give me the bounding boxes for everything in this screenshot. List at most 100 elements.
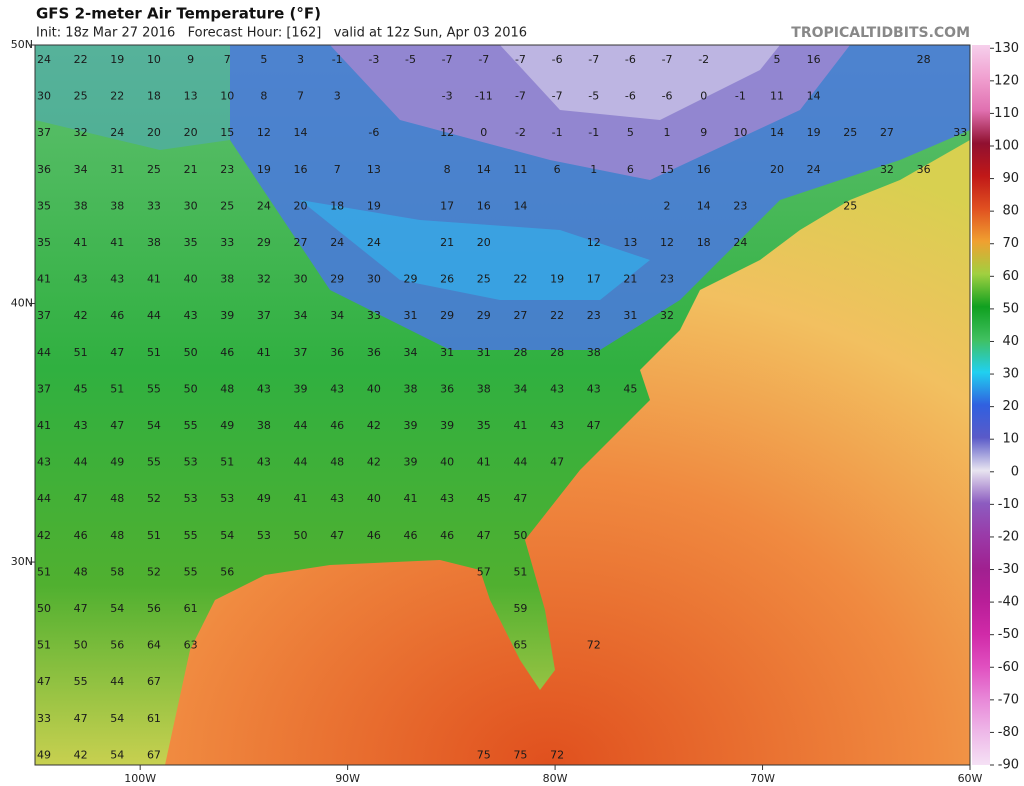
- temperature: 29: [404, 273, 418, 286]
- temperature: 3: [334, 90, 341, 103]
- temperature: 36: [37, 163, 51, 176]
- temperature: 27: [294, 236, 308, 249]
- temperature: 34: [330, 309, 344, 322]
- temperature: 22: [550, 309, 564, 322]
- temperature: 39: [220, 309, 234, 322]
- temperature: 25: [843, 126, 857, 139]
- temperature: 28: [513, 346, 527, 359]
- temperature: 51: [147, 346, 161, 359]
- temperature: 14: [294, 126, 308, 139]
- temperature-labels: 24 22 19 10 9 7 5 3 -1 -3 -5 -7 -7 -7 -6 -7 -6 -7 -2 5 16 283…: [37, 53, 967, 761]
- temperature: 21: [623, 273, 637, 286]
- temperature: 20: [147, 126, 161, 139]
- temperature: 43: [257, 456, 271, 469]
- temperature: 38: [220, 273, 234, 286]
- colorbar-tick-label: -60: [998, 660, 1019, 675]
- temperature: 48: [74, 565, 88, 578]
- temperature: 32: [880, 163, 894, 176]
- temperature: 50: [184, 346, 198, 359]
- temperature: 22: [74, 53, 88, 66]
- colorbar-tick-label: -10: [998, 497, 1019, 512]
- temperature: 11: [770, 90, 784, 103]
- temperature: -5: [405, 53, 416, 66]
- temperature: 23: [733, 199, 747, 212]
- temperature: 56: [220, 565, 234, 578]
- temperature: 65: [513, 639, 527, 652]
- colorbar-tick-label: 110: [994, 106, 1019, 121]
- temperature: -3: [368, 53, 379, 66]
- temperature: 43: [37, 456, 51, 469]
- temperature: 55: [184, 419, 198, 432]
- temperature: 48: [110, 529, 124, 542]
- temperature: 36: [367, 346, 381, 359]
- colorbar-tick-label: 100: [994, 138, 1019, 153]
- temperature: 75: [477, 748, 491, 761]
- temperature: 47: [330, 529, 344, 542]
- temperature: 41: [257, 346, 271, 359]
- colorbar-tick-label: 30: [1002, 367, 1019, 382]
- temperature: 55: [184, 529, 198, 542]
- map-frame: [34, 44, 971, 766]
- temperature: 46: [220, 346, 234, 359]
- temperature: 55: [74, 675, 88, 688]
- colorbar-tick-label: -80: [998, 725, 1019, 740]
- temperature: 58: [110, 565, 124, 578]
- temperature: 42: [367, 456, 381, 469]
- temperature: 42: [74, 309, 88, 322]
- temperature: 29: [440, 309, 454, 322]
- temperature: 30: [367, 273, 381, 286]
- temperature: 23: [220, 163, 234, 176]
- temperature: 41: [513, 419, 527, 432]
- temperature: 44: [513, 456, 527, 469]
- temperature: 39: [294, 382, 308, 395]
- temperature: 47: [110, 419, 124, 432]
- temperature: 16: [294, 163, 308, 176]
- temperature: 44: [294, 456, 308, 469]
- temperature: 18: [697, 236, 711, 249]
- temperature: 59: [513, 602, 527, 615]
- temperature: 36: [440, 382, 454, 395]
- temperature: 13: [184, 90, 198, 103]
- temperature: 57: [477, 565, 491, 578]
- temperature: -6: [625, 90, 636, 103]
- temperature: -2: [698, 53, 709, 66]
- temperature: 1: [664, 126, 671, 139]
- temperature: 25: [843, 199, 857, 212]
- colorbar-tick-label: 50: [1002, 301, 1019, 316]
- colorbar-tick-label: 10: [1002, 432, 1019, 447]
- temperature: 45: [74, 382, 88, 395]
- temperature: 10: [220, 90, 234, 103]
- temperature: 34: [404, 346, 418, 359]
- temperature: 6: [554, 163, 561, 176]
- temperature: 49: [110, 456, 124, 469]
- temperature: 51: [37, 639, 51, 652]
- colorbar-tick-label: 0: [1011, 464, 1019, 479]
- temperature: -2: [515, 126, 526, 139]
- temperature: 23: [587, 309, 601, 322]
- temperature: -3: [442, 90, 453, 103]
- temperature: 51: [110, 382, 124, 395]
- temperature: 12: [587, 236, 601, 249]
- temperature: 31: [110, 163, 124, 176]
- temperature: 14: [807, 90, 821, 103]
- temperature: 27: [513, 309, 527, 322]
- temperature: 50: [513, 529, 527, 542]
- temperature: 43: [330, 492, 344, 505]
- temperature: 35: [37, 199, 51, 212]
- temperature: 38: [477, 382, 491, 395]
- temperature: -1: [552, 126, 563, 139]
- temperature: 39: [404, 419, 418, 432]
- temperature: 24: [733, 236, 747, 249]
- temperature: 43: [440, 492, 454, 505]
- temperature: -1: [332, 53, 343, 66]
- temperature: 49: [220, 419, 234, 432]
- temperature: 51: [37, 565, 51, 578]
- temperature: 38: [110, 199, 124, 212]
- temperature: 47: [550, 456, 564, 469]
- temperature: 19: [807, 126, 821, 139]
- temperature: 11: [513, 163, 527, 176]
- temperature: 31: [440, 346, 454, 359]
- temperature: 20: [477, 236, 491, 249]
- temperature: 14: [770, 126, 784, 139]
